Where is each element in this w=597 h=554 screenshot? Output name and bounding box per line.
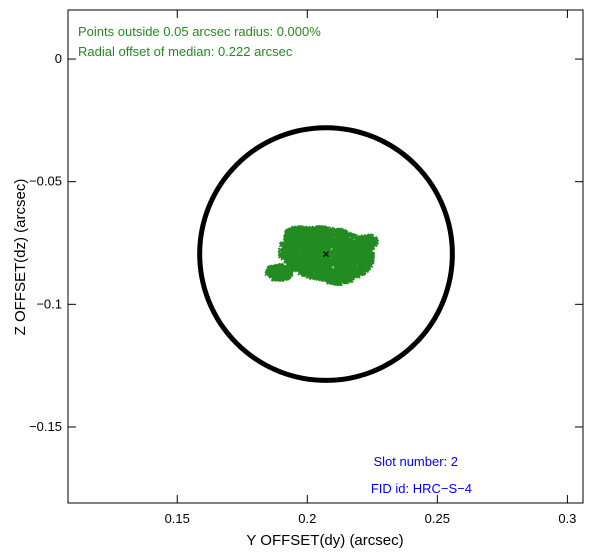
x-axis-label: Y OFFSET(dy) (arcsec) [246, 532, 403, 549]
axis-ticks: 0.15 0.2 0.25 0.3 0 −0.05 −0.1 −0.15 [29, 10, 583, 526]
fid-id-annotation: FID id: HRC−S−4 [371, 481, 472, 496]
median-point [323, 251, 329, 257]
plot-frame [67, 9, 584, 504]
offset-point-cloud [264, 224, 380, 287]
slot-number-annotation: Slot number: 2 [373, 454, 458, 469]
radial-offset-annotation: Radial offset of median: 0.222 arcsec [78, 44, 293, 59]
y-tick-label: −0.05 [29, 174, 62, 189]
x-tick-label: 0.15 [165, 511, 190, 526]
points-outside-annotation: Points outside 0.05 arcsec radius: 0.000… [78, 24, 321, 39]
y-axis-label: Z OFFSET(dz) (arcsec) [12, 179, 29, 336]
y-tick-label: 0 [55, 51, 62, 66]
radius-circle [197, 125, 455, 383]
offset-points [264, 224, 380, 287]
x-tick-label: 0.25 [425, 511, 450, 526]
x-tick-label: 0.3 [558, 511, 576, 526]
x-tick-label: 0.2 [298, 511, 316, 526]
y-tick-label: −0.15 [29, 419, 62, 434]
median-marker [323, 251, 329, 257]
y-tick-label: −0.1 [36, 296, 62, 311]
